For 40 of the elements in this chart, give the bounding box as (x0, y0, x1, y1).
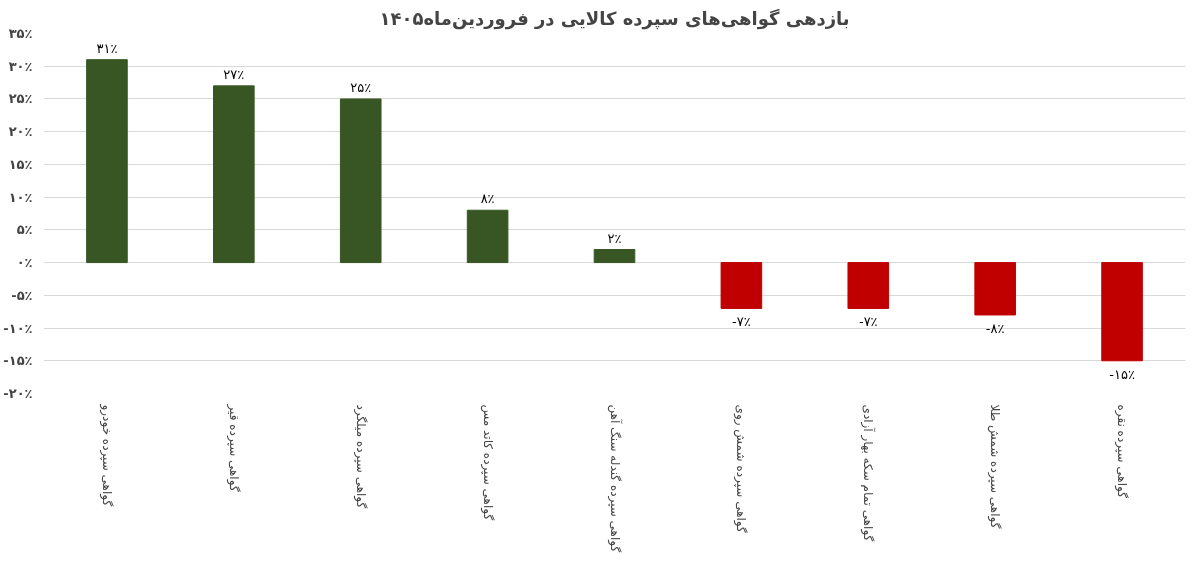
bar (593, 249, 636, 264)
y-tick-label: ۱۵٪ (8, 156, 33, 172)
y-tick-label: ۵٪ (16, 222, 33, 238)
y-tick-label: -۵٪ (11, 287, 33, 303)
y-tick-label: ۰٪ (16, 255, 33, 271)
bar (466, 209, 509, 264)
data-label: ۲۷٪ (223, 66, 245, 82)
y-tick-label: ۲۰٪ (8, 124, 33, 140)
x-tick-label: گواهی سپرده نقره (1114, 404, 1130, 499)
bar (720, 262, 763, 309)
y-tick-label: ۱۰٪ (8, 189, 33, 205)
x-tick-label: گواهی سپرده قیر (225, 403, 241, 492)
y-tick-label: ۲۵٪ (8, 91, 33, 107)
x-tick-label: گواهی سپرده کاتد مس (479, 404, 495, 521)
bar (974, 262, 1016, 316)
y-tick-label: -۱۵٪ (3, 353, 33, 369)
data-label: ۸٪ (480, 191, 495, 207)
x-tick-label: گواهی سپرده شمش روی (733, 404, 749, 534)
x-tick-label: گواهی تمام سکه بهار آزادی (860, 404, 877, 542)
y-tick-label: -۲۰٪ (3, 386, 33, 401)
bar (1101, 262, 1143, 362)
data-label: -۸٪ (985, 320, 1005, 336)
data-label: -۷٪ (858, 314, 878, 330)
chart-title: بازدهی گواهی‌های سپرده کالایی در فروردین‌ماه۱۴۰۵ (379, 7, 850, 30)
y-tick-label: ۳۵٪ (8, 26, 33, 41)
x-tick-label: گواهی سپرده گندله سنگ آهن (606, 404, 623, 553)
x-tick-label: گواهی سپرده خودرو (98, 403, 114, 507)
y-tick-label: ۳۰٪ (8, 58, 33, 74)
bar (847, 262, 890, 309)
bar (213, 85, 255, 264)
data-label: -۱۵٪ (1109, 366, 1135, 382)
x-tick-label: گواهی سپرده شمش طلا (987, 404, 1003, 529)
data-label: ۳۱٪ (96, 40, 118, 56)
data-label: ۲۵٪ (350, 79, 372, 95)
bar (339, 98, 382, 264)
data-label: ۲٪ (607, 230, 622, 246)
y-tick-label: -۱۰٪ (3, 320, 33, 336)
bar (86, 59, 128, 264)
x-tick-label: گواهی سپرده میلگرد (352, 404, 368, 509)
data-label: -۷٪ (732, 314, 751, 330)
